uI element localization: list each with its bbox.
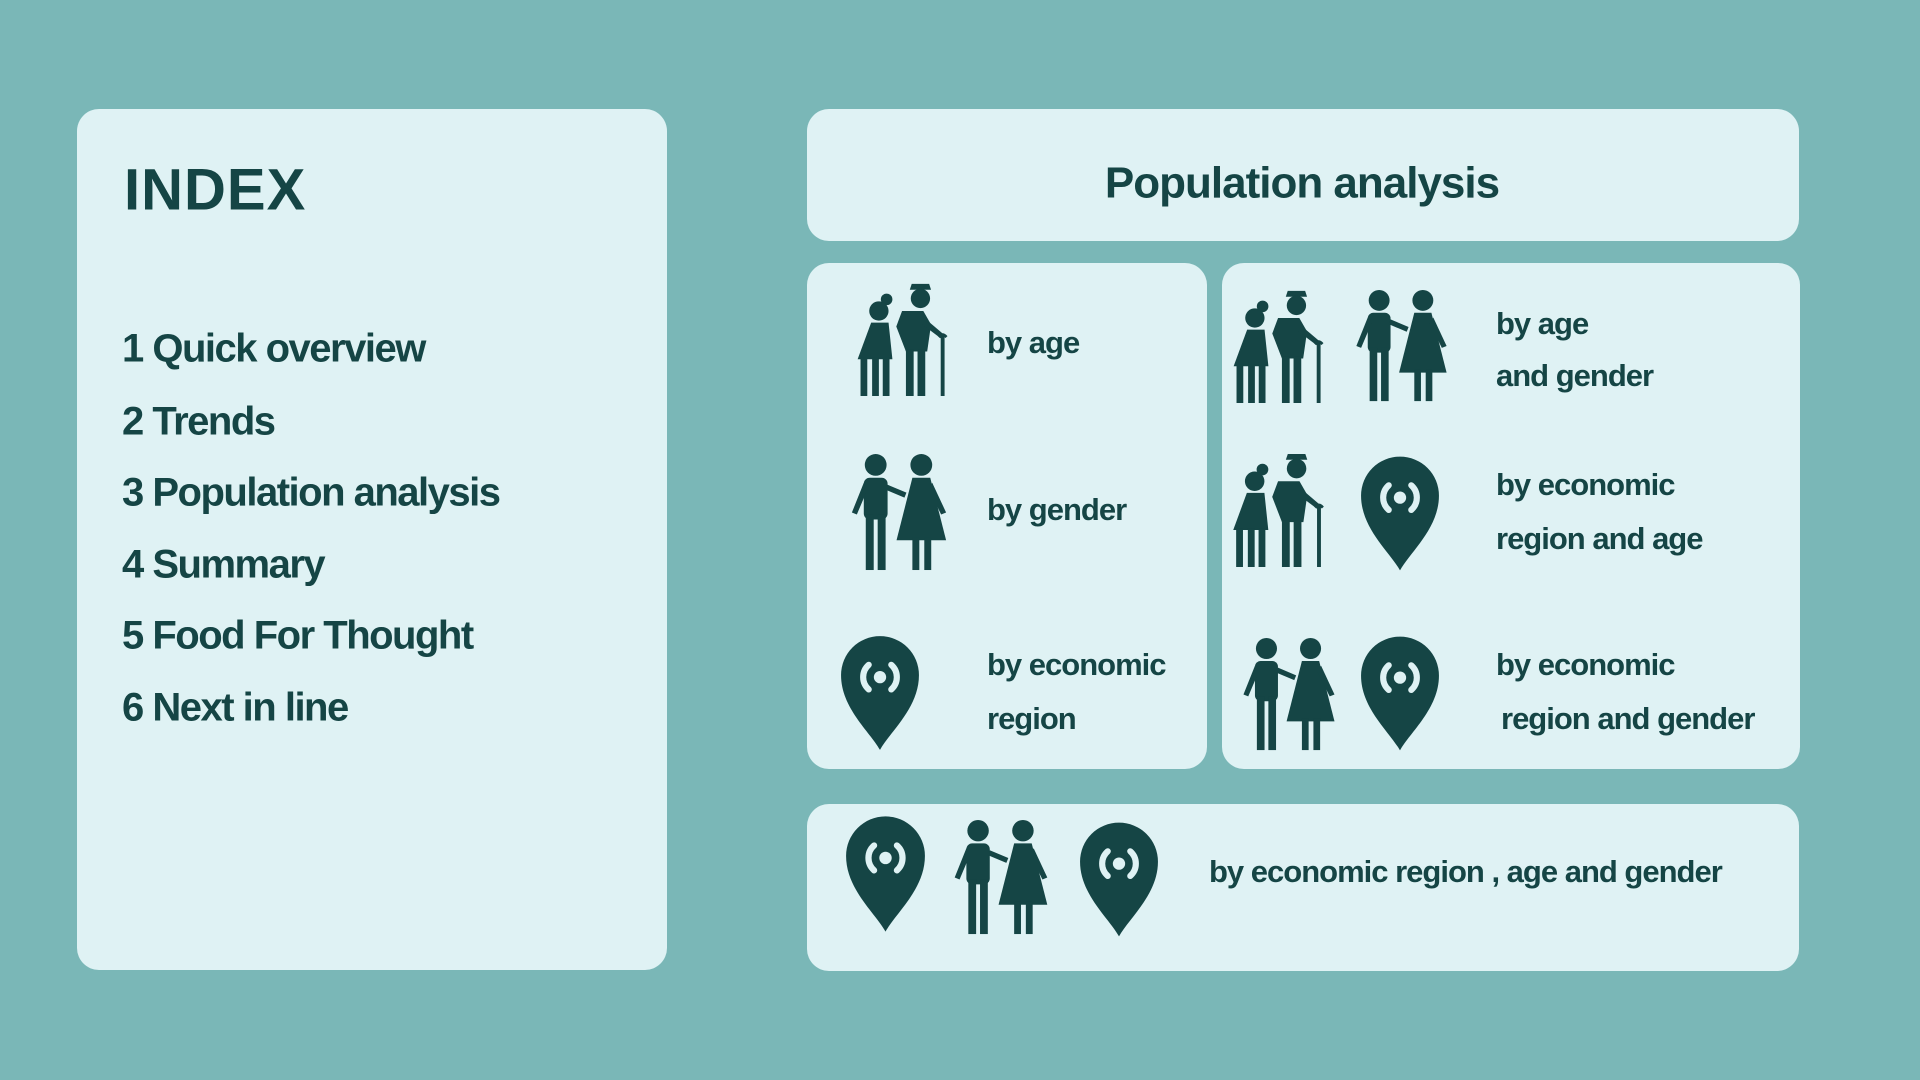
combined-panel (1222, 263, 1800, 769)
label: by economic region , age and gender (1209, 854, 1723, 889)
label: by age (1496, 306, 1589, 341)
index-item: 6 Next in line (122, 686, 348, 730)
label: region and age (1496, 521, 1703, 556)
index-item: 1 Quick overview (122, 327, 427, 371)
index-item: 4 Summary (122, 543, 326, 587)
label: region (987, 701, 1076, 736)
label: by economic (987, 647, 1166, 682)
section-title: Population analysis (1105, 159, 1499, 208)
label: by economic (1496, 467, 1675, 502)
label: by age (987, 325, 1080, 360)
label: by economic (1496, 647, 1675, 682)
label: and gender (1496, 358, 1654, 393)
index-panel (77, 109, 667, 970)
label: region and gender (1501, 701, 1755, 736)
index-title: INDEX (124, 157, 306, 222)
index-item: 5 Food For Thought (122, 614, 474, 658)
index-item: 3 Population analysis (122, 471, 500, 515)
index-item: 2 Trends (122, 400, 275, 444)
all-panel (807, 804, 1799, 971)
label: by gender (987, 492, 1127, 527)
title-panel (807, 109, 1799, 241)
